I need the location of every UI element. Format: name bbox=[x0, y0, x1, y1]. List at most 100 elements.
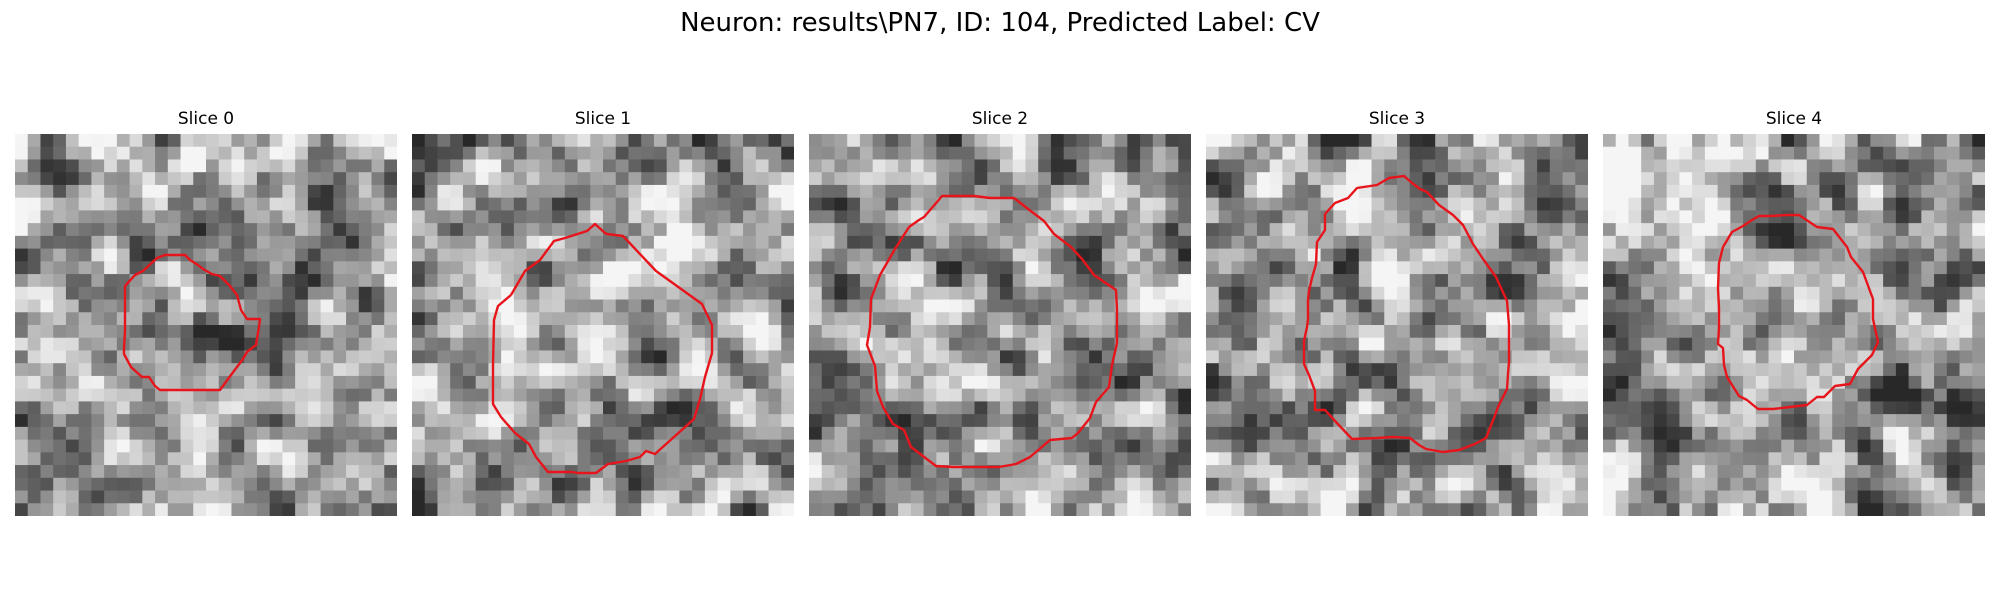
image-pixel bbox=[1972, 159, 1985, 173]
image-pixel bbox=[116, 439, 131, 453]
image-pixel bbox=[333, 223, 347, 237]
image-pixel bbox=[526, 401, 540, 415]
image-pixel bbox=[1908, 503, 1922, 516]
image-pixel bbox=[834, 426, 848, 441]
image-pixel bbox=[730, 337, 744, 352]
image-pixel bbox=[923, 363, 937, 377]
image-pixel bbox=[462, 146, 477, 161]
image-pixel bbox=[768, 325, 782, 339]
image-pixel bbox=[1603, 363, 1617, 377]
image-pixel bbox=[526, 350, 540, 364]
image-pixel bbox=[949, 159, 963, 173]
image-pixel bbox=[437, 477, 451, 492]
image-pixel bbox=[1679, 388, 1693, 402]
image-pixel bbox=[424, 388, 439, 402]
image-pixel bbox=[15, 325, 29, 339]
image-pixel bbox=[307, 337, 322, 352]
image-pixel bbox=[1000, 337, 1014, 352]
image-pixel bbox=[743, 146, 757, 161]
image-pixel bbox=[1114, 159, 1128, 173]
image-pixel bbox=[1895, 184, 1910, 199]
image-pixel bbox=[256, 299, 271, 313]
image-pixel bbox=[513, 146, 528, 161]
image-pixel bbox=[1781, 439, 1795, 453]
image-pixel bbox=[961, 274, 976, 288]
image-pixel bbox=[358, 274, 373, 288]
image-pixel bbox=[1921, 401, 1935, 415]
image-pixel bbox=[15, 146, 29, 161]
image-pixel bbox=[1704, 146, 1719, 161]
image-pixel bbox=[475, 299, 489, 313]
image-pixel bbox=[1231, 490, 1245, 504]
image-pixel bbox=[1781, 172, 1795, 186]
image-pixel bbox=[1679, 325, 1693, 339]
image-pixel bbox=[1857, 172, 1871, 186]
image-pixel bbox=[1511, 426, 1525, 441]
image-pixel bbox=[615, 223, 630, 237]
image-pixel bbox=[1256, 235, 1271, 250]
image-pixel bbox=[244, 286, 258, 301]
image-pixel bbox=[1562, 375, 1576, 390]
image-pixel bbox=[679, 146, 693, 161]
image-pixel bbox=[475, 325, 489, 339]
image-pixel bbox=[1857, 312, 1871, 326]
image-pixel bbox=[666, 363, 680, 377]
image-pixel bbox=[653, 261, 668, 275]
image-pixel bbox=[1972, 197, 1985, 211]
image-pixel bbox=[1206, 223, 1220, 237]
image-pixel bbox=[730, 375, 744, 390]
image-pixel bbox=[1486, 388, 1500, 402]
image-pixel bbox=[872, 235, 886, 250]
image-pixel bbox=[1832, 299, 1846, 313]
image-pixel bbox=[1422, 325, 1436, 339]
image-pixel bbox=[1959, 503, 1973, 516]
image-pixel bbox=[872, 414, 886, 428]
image-pixel bbox=[1934, 299, 1948, 313]
image-pixel bbox=[730, 286, 744, 301]
image-pixel bbox=[450, 159, 464, 173]
image-pixel bbox=[384, 337, 397, 352]
image-pixel bbox=[949, 325, 963, 339]
image-pixel bbox=[1615, 197, 1630, 211]
image-pixel bbox=[488, 350, 502, 364]
image-pixel bbox=[40, 325, 54, 339]
image-pixel bbox=[462, 312, 477, 326]
image-pixel bbox=[898, 197, 912, 211]
image-pixel bbox=[577, 439, 591, 453]
image-pixel bbox=[1244, 363, 1258, 377]
image-pixel bbox=[244, 210, 258, 224]
image-pixel bbox=[1165, 363, 1179, 377]
image-pixel bbox=[666, 286, 680, 301]
image-pixel bbox=[424, 223, 439, 237]
image-pixel bbox=[1666, 503, 1680, 516]
image-pixel bbox=[1206, 452, 1220, 466]
image-pixel bbox=[1295, 235, 1309, 250]
image-pixel bbox=[450, 465, 464, 479]
image-pixel bbox=[628, 490, 642, 504]
image-pixel bbox=[231, 134, 245, 148]
image-pixel bbox=[282, 210, 296, 224]
image-pixel bbox=[1244, 172, 1258, 186]
image-pixel bbox=[1959, 197, 1973, 211]
image-pixel bbox=[1346, 134, 1360, 148]
image-pixel bbox=[679, 184, 693, 199]
image-pixel bbox=[1409, 439, 1424, 453]
image-pixel bbox=[371, 490, 385, 504]
image-pixel bbox=[1628, 490, 1642, 504]
image-pixel bbox=[475, 184, 489, 199]
image-pixel bbox=[1269, 261, 1283, 275]
image-pixel bbox=[358, 159, 373, 173]
image-pixel bbox=[1615, 490, 1630, 504]
image-pixel bbox=[1857, 477, 1871, 492]
image-pixel bbox=[666, 401, 680, 415]
image-pixel bbox=[666, 261, 680, 275]
image-pixel bbox=[885, 490, 899, 504]
image-pixel bbox=[1152, 452, 1167, 466]
image-pixel bbox=[244, 274, 258, 288]
image-pixel bbox=[231, 401, 245, 415]
image-pixel bbox=[1832, 388, 1846, 402]
image-pixel bbox=[743, 350, 757, 364]
image-pixel bbox=[1473, 426, 1487, 441]
image-pixel bbox=[717, 210, 731, 224]
image-pixel bbox=[1384, 350, 1398, 364]
